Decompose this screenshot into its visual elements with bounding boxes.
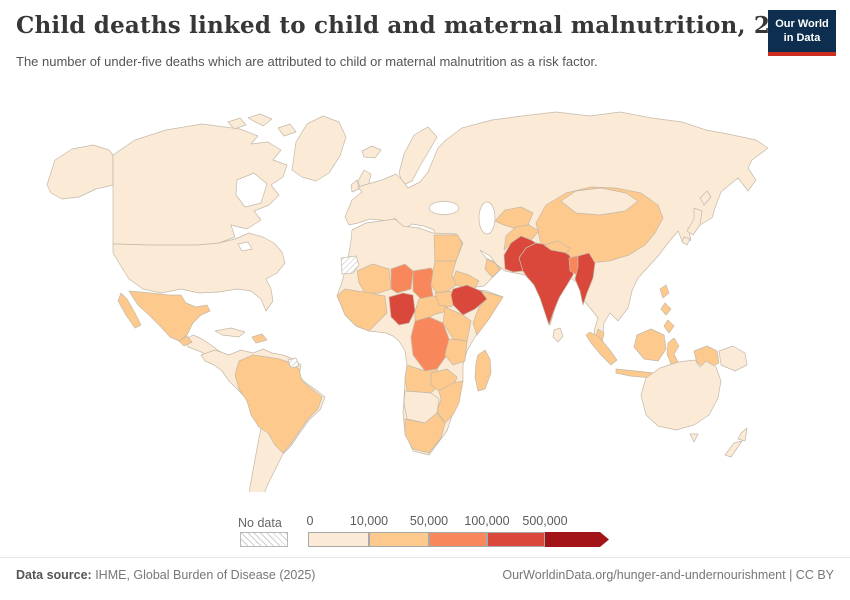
region-drc[interactable] <box>410 316 450 372</box>
region-australia[interactable] <box>640 359 722 431</box>
legend-tick-1: 10,000 <box>349 514 389 528</box>
region-mexico[interactable] <box>128 290 211 342</box>
region-nigeria[interactable] <box>388 292 416 326</box>
region-usa[interactable] <box>112 232 286 312</box>
region-new-zealand[interactable] <box>724 427 748 458</box>
hudson-bay <box>235 172 268 208</box>
region-ireland[interactable] <box>350 179 360 193</box>
region-papua-new-guinea[interactable] <box>718 345 748 372</box>
region-arctic-islands[interactable] <box>227 113 297 137</box>
region-west-africa-coast[interactable] <box>336 288 388 332</box>
owid-logo-line2: in Data <box>783 32 821 45</box>
region-alaska[interactable] <box>46 144 114 200</box>
region-iceland[interactable] <box>361 145 382 159</box>
region-chad[interactable] <box>412 267 434 300</box>
region-myanmar[interactable] <box>574 252 596 306</box>
region-sri-lanka[interactable] <box>552 327 564 343</box>
region-cuba[interactable] <box>214 327 246 338</box>
region-niger[interactable] <box>390 263 414 294</box>
legend-bucket-50000-100000[interactable] <box>429 532 487 547</box>
legend-no-data-label: No data <box>238 516 282 530</box>
region-sulawesi[interactable] <box>666 337 680 365</box>
region-hispaniola[interactable] <box>251 333 268 344</box>
caspian-sea <box>478 201 496 235</box>
region-madagascar[interactable] <box>474 349 492 392</box>
region-western-sahara[interactable] <box>340 255 360 275</box>
owid-logo-line1: Our World <box>775 18 829 30</box>
page-title: Child deaths linked to child and materna… <box>16 12 819 39</box>
region-mali[interactable] <box>356 263 392 294</box>
region-sudan[interactable] <box>430 260 457 294</box>
data-source-line: Data source: IHME, Global Burden of Dise… <box>16 568 315 582</box>
legend-bucket-10000-50000[interactable] <box>369 532 429 547</box>
region-french-guiana[interactable] <box>287 357 300 369</box>
legend-no-data-swatch[interactable] <box>240 532 288 547</box>
region-nepal[interactable] <box>543 240 571 254</box>
great-lakes <box>237 241 253 252</box>
legend-tick-labels: 0 10,000 50,000 100,000 500,000 <box>306 514 608 530</box>
data-source-value: IHME, Global Burden of Disease (2025) <box>91 568 316 582</box>
legend-tick-3: 100,000 <box>464 514 510 528</box>
region-japan[interactable] <box>681 190 712 246</box>
data-source-label: Data source: <box>16 568 92 582</box>
region-uzbekistan[interactable] <box>494 206 534 229</box>
legend-bucket-100000-500000[interactable] <box>487 532 545 547</box>
legend-color-bar <box>308 532 609 547</box>
legend-bucket-500000-plus[interactable] <box>545 532 609 547</box>
region-egypt[interactable] <box>433 234 463 262</box>
region-angola[interactable] <box>404 364 440 394</box>
region-mongolia[interactable] <box>560 187 639 216</box>
region-india[interactable] <box>518 242 576 326</box>
region-borneo[interactable] <box>633 328 667 362</box>
region-greenland[interactable] <box>291 115 347 182</box>
owid-logo[interactable]: Our World in Data <box>768 10 836 56</box>
region-baja-california[interactable] <box>117 292 142 329</box>
legend-tick-0: 0 <box>306 514 314 528</box>
chart-subtitle: The number of under-five deaths which ar… <box>16 54 598 69</box>
region-tasmania[interactable] <box>689 433 699 443</box>
black-sea <box>428 201 460 215</box>
region-sumatra[interactable] <box>585 331 618 366</box>
legend-bucket-0-10000[interactable] <box>308 532 369 547</box>
region-somalia[interactable] <box>472 290 504 336</box>
region-oman[interactable] <box>484 258 501 278</box>
region-mozambique-zimbabwe[interactable] <box>436 380 464 424</box>
owid-url-link[interactable]: OurWorldinData.org/hunger-and-undernouri… <box>502 568 834 582</box>
region-philippines[interactable] <box>659 284 675 334</box>
region-guatemala[interactable] <box>178 335 193 347</box>
region-south-africa[interactable] <box>404 412 446 454</box>
region-ethiopia[interactable] <box>450 284 488 316</box>
world-map <box>0 92 850 530</box>
region-scandinavia[interactable] <box>398 126 438 186</box>
chart-footer: Data source: IHME, Global Burden of Dise… <box>0 557 850 582</box>
region-tanzania[interactable] <box>444 338 468 366</box>
region-brazil[interactable] <box>234 354 323 454</box>
legend-tick-4: 500,000 <box>522 514 568 528</box>
legend-tick-2: 50,000 <box>409 514 449 528</box>
